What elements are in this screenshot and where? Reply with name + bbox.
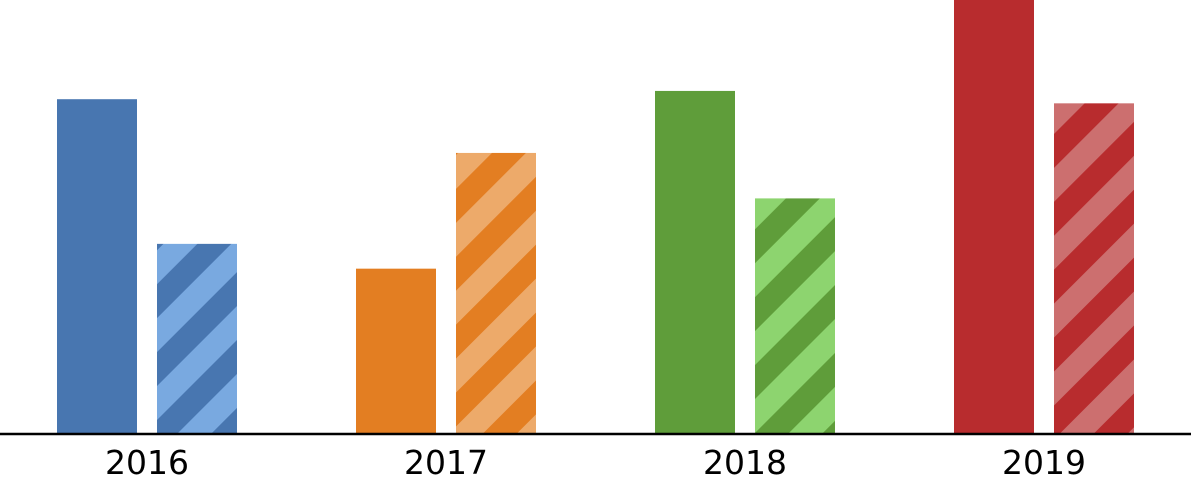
x-tick-labels: 2016 2017 2018 2019 [105,443,1086,479]
x-tick-label-2017: 2017 [404,443,488,479]
bar-2017-solid [356,268,436,434]
bar-2016-hatched [157,243,237,434]
bars-group [57,0,1134,434]
bar-2018-solid [655,90,735,434]
x-tick-label-2016: 2016 [105,443,189,479]
x-tick-label-2018: 2018 [703,443,787,479]
bar-2019-solid [954,0,1034,434]
bar-2016-solid [57,99,137,434]
bar-2019-hatched [1054,103,1134,434]
x-tick-label-2019: 2019 [1002,443,1086,479]
bar-2017-hatched [456,152,536,434]
bar-2018-hatched [755,198,835,434]
